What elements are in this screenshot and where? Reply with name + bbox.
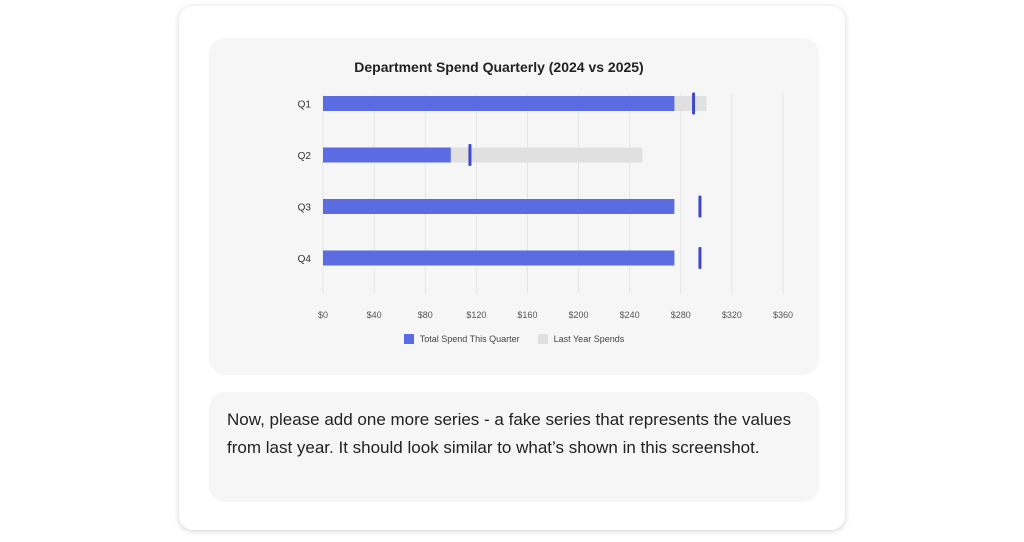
x-tick-label: $280 <box>671 310 691 320</box>
x-tick-label: $80 <box>418 310 433 320</box>
y-category-label: Q3 <box>298 203 312 214</box>
x-tick-label: $360 <box>773 310 793 320</box>
bar-this-quarter <box>323 147 451 163</box>
legend-swatch-last-year <box>537 334 548 344</box>
legend-label-this-quarter: Total Spend This Quarter <box>419 334 520 344</box>
x-tick-label: $200 <box>569 310 589 320</box>
y-category-label: Q4 <box>298 254 312 265</box>
x-tick-label: $40 <box>367 310 382 320</box>
y-category-label: Q1 <box>298 100 312 111</box>
legend-swatch-this-quarter <box>403 334 414 344</box>
x-tick-label: $160 <box>517 310 537 320</box>
bar-chart: $0 $40 $80 $120 $160 $200 $240 $280 $320 $360 Q1 Q2… <box>298 92 793 320</box>
target-marker <box>692 92 696 115</box>
target-marker <box>698 195 702 218</box>
x-tick-label: $240 <box>620 310 640 320</box>
chart-panel: Department Spend Quarterly (2024 vs 2025… <box>209 38 819 375</box>
y-category-label: Q2 <box>298 151 312 162</box>
user-message: Now, please add one more series - a fake… <box>209 392 819 502</box>
chat-card: Department Spend Quarterly (2024 vs 2025… <box>179 6 845 530</box>
bar-this-quarter <box>323 250 675 266</box>
chart-legend: Total Spend This Quarter Last Year Spend… <box>209 334 819 344</box>
target-marker <box>698 247 702 269</box>
chart-title: Department Spend Quarterly (2024 vs 2025… <box>354 59 644 75</box>
legend-item-this-quarter: Total Spend This Quarter <box>403 334 520 344</box>
legend-label-last-year: Last Year Spends <box>553 334 625 344</box>
x-tick-label: $120 <box>466 310 486 320</box>
bar-this-quarter <box>323 96 675 111</box>
x-tick-label: $0 <box>318 310 328 320</box>
bar-this-quarter <box>323 199 675 214</box>
legend-item-last-year: Last Year Spends <box>537 334 625 344</box>
x-tick-label: $320 <box>722 310 742 320</box>
target-marker <box>468 144 472 166</box>
